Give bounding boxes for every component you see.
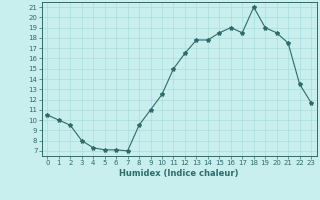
X-axis label: Humidex (Indice chaleur): Humidex (Indice chaleur): [119, 169, 239, 178]
